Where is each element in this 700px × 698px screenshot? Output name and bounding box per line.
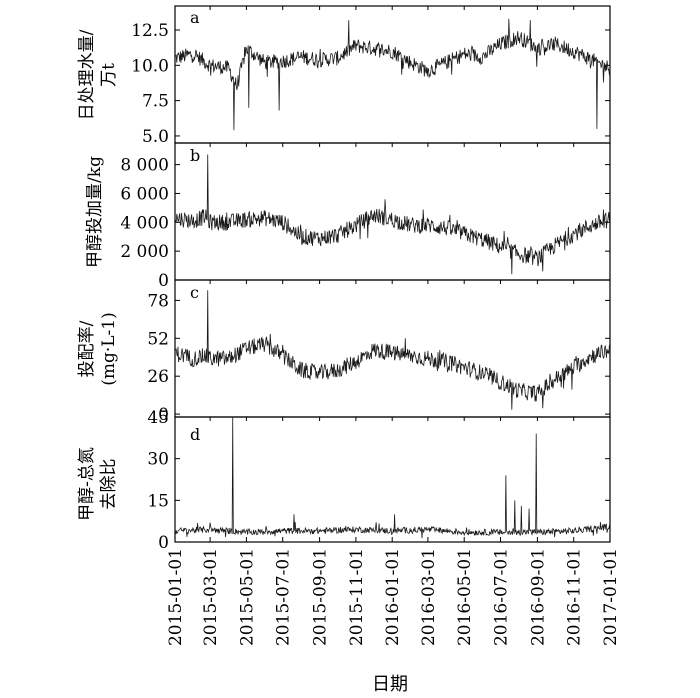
panel-d-series-line xyxy=(174,416,611,539)
x-tick-label: 2015-01-01 xyxy=(166,548,186,646)
panel-b-ytick-label: 4 000 xyxy=(120,213,169,233)
x-tick-label: 2015-11-01 xyxy=(347,548,367,646)
panel-a-ylabel: 日处理水量/ xyxy=(77,29,97,120)
panel-c-ytick-label: 0 xyxy=(158,405,169,425)
x-tick-label: 2016-09-01 xyxy=(528,548,548,646)
panel-a-ytick-label: 10.0 xyxy=(131,56,169,76)
x-axis-label: 日期 xyxy=(372,674,408,695)
x-tick-label: 2015-07-01 xyxy=(274,548,294,646)
panel-c-ytick-label: 26 xyxy=(147,367,169,387)
panel-b-ytick-label: 2 000 xyxy=(120,242,169,262)
panel-d-ytick-label: 30 xyxy=(147,450,169,470)
panel-a-ytick-label: 12.5 xyxy=(131,21,169,41)
panel-a: a 5.0 7.5 10.0 12.5 日处理水量/ 万t xyxy=(77,5,611,147)
x-tick-label: 2016-03-01 xyxy=(419,548,439,646)
x-tick-label: 2015-03-01 xyxy=(201,548,221,646)
panel-c: c 0 26 52 78 投配率/ (mg·L-1) xyxy=(77,279,611,425)
panel-b-ytick-label: 0 xyxy=(158,271,169,291)
panel-a-series-line xyxy=(174,18,611,131)
panel-b-series-line xyxy=(174,154,611,275)
panel-d-frame xyxy=(174,416,611,543)
panel-b-letter: b xyxy=(190,146,200,165)
panel-a-letter: a xyxy=(190,8,200,27)
x-tick-label: 2016-11-01 xyxy=(565,548,585,646)
panel-a-ylabel-2: 万t xyxy=(99,63,119,87)
panel-d-ytick-label: 0 xyxy=(158,533,169,553)
x-tick-label: 2016-01-01 xyxy=(383,548,403,646)
panel-c-series-line xyxy=(174,290,611,410)
x-tick-label: 2017-01-01 xyxy=(601,548,621,646)
panel-a-ytick-label: 7.5 xyxy=(142,92,169,112)
x-tick-label: 2015-09-01 xyxy=(311,548,331,646)
panel-d-ytick-label: 45 xyxy=(147,408,169,428)
x-axis: 2015-01-01 2015-03-01 2015-05-01 2015-07-01… xyxy=(166,6,621,646)
panel-c-letter: c xyxy=(190,283,199,302)
panel-c-ylabel-2: (mg·L-1) xyxy=(99,312,119,386)
panel-d-ylabel-2: 去除比 xyxy=(99,459,119,510)
x-tick-label: 2015-05-01 xyxy=(237,548,257,646)
x-tick-label: 2016-07-01 xyxy=(492,548,512,646)
panel-c-ylabel: 投配率/ xyxy=(77,320,97,377)
panel-d-letter: d xyxy=(190,425,200,444)
panel-c-ytick-label: 78 xyxy=(147,291,169,311)
panel-d: d 0 15 30 45 甲醇-总氮 去除比 xyxy=(77,408,611,553)
panel-b-ytick-label: 6 000 xyxy=(120,184,169,204)
panel-a-frame xyxy=(174,5,611,144)
panel-a-ytick-label: 5.0 xyxy=(142,127,169,147)
panel-b-ylabel: 甲醇投加量/kg xyxy=(85,156,105,268)
panel-b: b 0 2 000 4 000 6 000 8 000 甲醇投加量/kg xyxy=(85,142,611,291)
panel-d-ytick-label: 15 xyxy=(147,491,169,511)
panel-b-frame xyxy=(174,142,611,281)
panel-b-ytick-label: 8 000 xyxy=(120,156,169,176)
panel-c-ytick-label: 52 xyxy=(147,329,169,349)
x-tick-label: 2016-05-01 xyxy=(455,548,475,646)
panel-d-ylabel: 甲醇-总氮 xyxy=(77,447,97,521)
